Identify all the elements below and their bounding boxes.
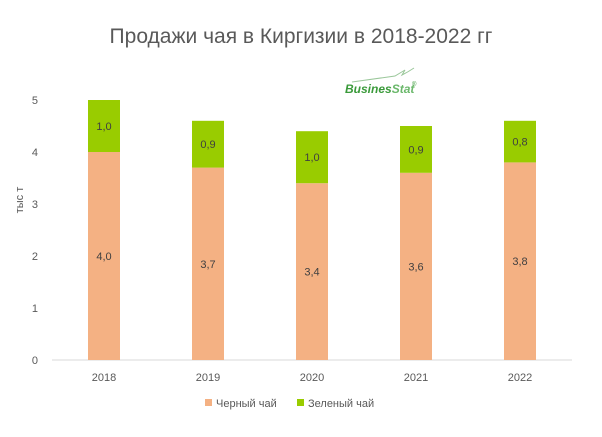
data-label: 0,9 — [200, 139, 215, 151]
y-axis-label: тыс т — [14, 187, 26, 214]
y-tick-label: 1 — [32, 303, 38, 315]
x-tick-label: 2018 — [92, 372, 116, 384]
bar-black-tea-2020 — [296, 183, 328, 360]
logo-text-part2: Stat — [392, 82, 416, 96]
bar-green-tea-2021 — [400, 126, 432, 173]
legend-swatch-green-tea — [297, 399, 304, 406]
legend: Черный чай Зеленый чай — [205, 398, 374, 410]
x-tick-label: 2019 — [196, 372, 220, 384]
data-label: 3,7 — [200, 259, 215, 271]
legend-label: Зеленый чай — [308, 398, 374, 410]
y-tick-label: 2 — [32, 251, 38, 263]
data-label: 4,0 — [96, 251, 111, 263]
data-label: 1,0 — [304, 152, 319, 164]
logo-swoosh — [351, 67, 415, 83]
data-label: 3,4 — [304, 267, 319, 279]
logo-mark: ® — [412, 81, 417, 88]
businesstat-logo: BusinesStat ® — [345, 67, 417, 96]
bar-black-tea-2022 — [504, 162, 536, 360]
bar-green-tea-2019 — [192, 120, 224, 168]
bar-black-tea-2021 — [400, 172, 432, 360]
y-axis-ticks: 0 1 2 3 4 5 — [32, 95, 38, 367]
logo-text-part1: Busines — [345, 82, 392, 96]
data-label: 1,0 — [96, 121, 111, 133]
bar-green-tea-2022 — [504, 120, 536, 163]
legend-swatch-black-tea — [205, 399, 212, 406]
x-axis-ticks: 2018 2019 2020 2021 2022 — [92, 372, 532, 384]
bar-green-tea-2020 — [296, 131, 328, 184]
data-label: 3,6 — [408, 261, 423, 273]
svg-text:BusinesStat: BusinesStat — [345, 82, 415, 96]
x-tick-label: 2021 — [404, 372, 428, 384]
data-label: 3,8 — [512, 256, 527, 268]
y-tick-label: 0 — [32, 355, 38, 367]
legend-label: Черный чай — [216, 398, 277, 410]
y-tick-label: 5 — [32, 95, 38, 107]
x-tick-label: 2020 — [300, 372, 324, 384]
x-tick-label: 2022 — [508, 372, 532, 384]
data-label: 0,9 — [408, 144, 423, 156]
chart-title: Продажи чая в Киргизии в 2018-2022 гг — [110, 25, 493, 48]
data-label: 0,8 — [512, 137, 527, 149]
bar-black-tea-2019 — [192, 167, 224, 360]
bars: 4,0 1,0 3,7 0,9 3,4 1,0 3,6 0,9 3,8 0,8 — [88, 100, 536, 360]
y-tick-label: 4 — [32, 147, 38, 159]
bar-black-tea-2018 — [88, 152, 120, 360]
y-tick-label: 3 — [32, 199, 38, 211]
bar-green-tea-2018 — [88, 100, 120, 152]
